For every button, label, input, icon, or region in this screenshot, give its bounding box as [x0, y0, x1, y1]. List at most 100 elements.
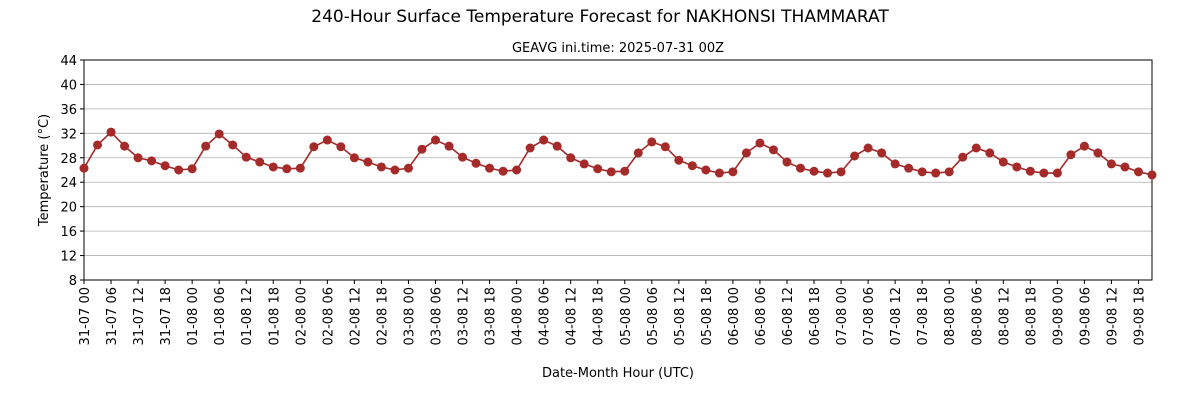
data-point — [985, 148, 995, 158]
x-tick-label: 04-08 00 — [511, 287, 526, 345]
data-point — [160, 161, 170, 171]
x-tick-label: 04-08 06 — [538, 287, 553, 345]
data-point — [863, 143, 873, 153]
data-point — [295, 163, 305, 173]
data-point — [512, 165, 522, 175]
data-point — [633, 148, 643, 158]
data-point — [958, 152, 968, 162]
data-point — [133, 153, 143, 163]
data-point — [376, 162, 386, 172]
x-tick-label: 09-08 06 — [1078, 287, 1093, 345]
y-tick-label: 24 — [60, 176, 77, 191]
x-tick-label: 02-08 18 — [375, 287, 390, 345]
y-tick-label: 44 — [60, 54, 77, 69]
data-point — [674, 155, 684, 165]
data-point — [850, 151, 860, 161]
x-tick-label: 05-08 00 — [619, 287, 634, 345]
data-point — [120, 141, 130, 151]
x-tick-label: 06-08 06 — [754, 287, 769, 345]
data-point — [728, 167, 738, 177]
data-point — [147, 156, 157, 166]
data-point — [1093, 148, 1103, 158]
data-point — [836, 167, 846, 177]
data-point — [890, 159, 900, 169]
data-point — [796, 163, 806, 173]
data-point — [174, 165, 184, 175]
data-point — [971, 143, 981, 153]
x-tick-label: 02-08 00 — [294, 287, 309, 345]
data-point — [809, 166, 819, 176]
x-tick-label: 08-08 06 — [970, 287, 985, 345]
x-tick-label: 08-08 12 — [997, 287, 1012, 345]
data-point — [79, 163, 89, 173]
x-tick-label: 02-08 06 — [321, 287, 336, 345]
data-point — [430, 135, 440, 145]
y-tick-label: 28 — [60, 152, 77, 167]
data-point — [93, 140, 103, 150]
data-point — [579, 159, 589, 169]
data-point — [336, 142, 346, 152]
data-point — [106, 127, 116, 137]
y-axis-label: Temperature (°C) — [37, 114, 52, 227]
x-tick-label: 01-08 18 — [267, 287, 282, 345]
y-tick-label: 16 — [60, 225, 77, 240]
plot-frame — [83, 59, 1153, 281]
data-point — [998, 157, 1008, 167]
data-point — [539, 135, 549, 145]
data-point — [823, 168, 833, 178]
data-point — [687, 161, 697, 171]
data-point — [647, 137, 657, 147]
data-point — [268, 162, 278, 172]
data-point — [566, 153, 576, 163]
data-point — [714, 168, 724, 178]
x-tick-label: 07-08 18 — [916, 287, 931, 345]
data-point — [214, 129, 224, 139]
data-point — [1012, 162, 1022, 172]
chart-title: 240-Hour Surface Temperature Forecast fo… — [311, 7, 889, 27]
data-point — [944, 167, 954, 177]
data-point — [322, 135, 332, 145]
x-tick-label: 31-07 06 — [105, 287, 120, 345]
x-tick-label: 01-08 12 — [240, 287, 255, 345]
data-point — [309, 142, 319, 152]
y-tick-label: 8 — [69, 274, 77, 289]
x-tick-label: 31-07 18 — [159, 287, 174, 345]
x-tick-label: 06-08 12 — [781, 287, 796, 345]
data-point — [768, 145, 778, 155]
x-tick-label: 09-08 12 — [1105, 287, 1120, 345]
y-tick-label: 40 — [60, 78, 77, 93]
data-point — [660, 142, 670, 152]
data-point — [471, 158, 481, 168]
x-tick-label: 07-08 06 — [862, 287, 877, 345]
data-point — [931, 168, 941, 178]
data-point — [1052, 168, 1062, 178]
x-tick-label: 01-08 06 — [213, 287, 228, 345]
x-tick-label: 08-08 00 — [943, 287, 958, 345]
x-tick-label: 07-08 00 — [835, 287, 850, 345]
data-point — [1066, 150, 1076, 160]
x-tick-label: 07-08 12 — [889, 287, 904, 345]
data-point — [255, 157, 265, 167]
data-point — [187, 164, 197, 174]
data-point — [701, 165, 711, 175]
data-point — [403, 163, 413, 173]
data-point — [201, 141, 211, 151]
data-point — [525, 143, 535, 153]
data-point — [1133, 167, 1143, 177]
data-point — [593, 164, 603, 174]
x-tick-label: 05-08 18 — [700, 287, 715, 345]
y-tick-label: 36 — [60, 103, 77, 118]
y-tick-label: 12 — [60, 250, 77, 265]
x-tick-label: 05-08 12 — [673, 287, 688, 345]
data-point — [782, 157, 792, 167]
data-point — [363, 157, 373, 167]
x-tick-label: 03-08 18 — [484, 287, 499, 345]
x-tick-label: 02-08 12 — [348, 287, 363, 345]
data-point — [552, 141, 562, 151]
x-tick-label: 09-08 18 — [1132, 287, 1147, 345]
data-point — [1120, 162, 1130, 172]
x-tick-label: 03-08 00 — [402, 287, 417, 345]
data-point — [498, 166, 508, 176]
data-point — [444, 141, 454, 151]
